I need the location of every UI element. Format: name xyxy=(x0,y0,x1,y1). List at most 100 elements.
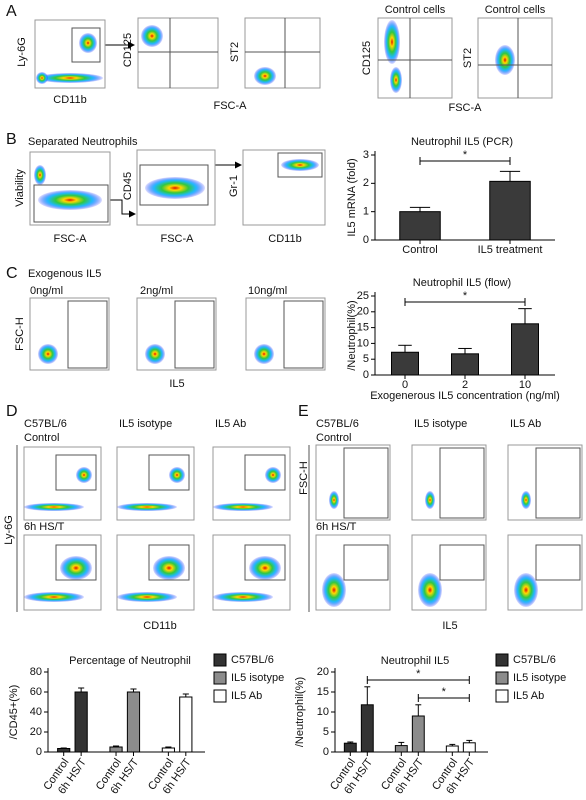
y-axis-label: /Neutrophil(%) xyxy=(346,300,358,370)
gate xyxy=(148,544,190,581)
cell-population xyxy=(384,20,400,64)
y-tick-label: 40 xyxy=(30,706,42,718)
gate xyxy=(71,27,101,63)
bar xyxy=(451,353,479,376)
axis-label: Ly-6G xyxy=(3,515,15,545)
plot-title: 0ng/ml xyxy=(30,285,63,297)
gate xyxy=(55,454,97,491)
cell-population xyxy=(281,159,319,171)
gate xyxy=(244,544,286,581)
flow-plot xyxy=(411,444,487,521)
arrow xyxy=(110,199,136,218)
y-tick-label: 0 xyxy=(363,369,369,381)
cell-population xyxy=(169,467,185,483)
axis-label: FSC-H xyxy=(298,461,310,495)
y-tick-label: 5 xyxy=(363,353,369,365)
y-tick-label: 15 xyxy=(357,322,369,334)
gate xyxy=(439,447,485,519)
x-tick-label: 0 xyxy=(402,379,408,391)
bar xyxy=(109,746,123,753)
flow-plot xyxy=(29,151,111,226)
axis-label: CD11b xyxy=(53,94,86,106)
y-tick-label: 80 xyxy=(30,666,42,678)
axis-label: ST2 xyxy=(229,42,241,62)
legend-label: IL5 Ab xyxy=(513,690,544,702)
cell-population xyxy=(329,491,339,509)
bar xyxy=(126,691,141,753)
y-tick-label: 2 xyxy=(363,177,369,189)
chart-title: Percentage of Neutrophil xyxy=(69,655,191,667)
axis-label: FSC-A xyxy=(161,233,195,245)
plot-title: 6h HS/T xyxy=(24,521,65,533)
axis-label: FSC-A xyxy=(449,102,483,114)
bar xyxy=(343,742,357,753)
bar xyxy=(161,747,175,753)
bar xyxy=(462,742,476,753)
axis-label: IL5 xyxy=(442,620,457,632)
cell-population xyxy=(418,573,442,607)
y-axis-label: /CD45+(%) xyxy=(8,685,20,740)
bar xyxy=(489,180,531,241)
gate xyxy=(244,454,286,491)
gate xyxy=(535,447,581,519)
bar xyxy=(511,323,539,376)
legend-swatch xyxy=(213,671,227,685)
gate xyxy=(535,544,581,581)
cell-population xyxy=(38,344,58,364)
cell-population xyxy=(521,491,531,509)
x-tick-label: 2 xyxy=(462,379,468,391)
axis-label: CD11b xyxy=(268,233,301,245)
panel-label: C xyxy=(6,265,18,282)
chart-title: Neutrophil IL5 (flow) xyxy=(413,277,511,289)
panel-label: E xyxy=(298,403,309,420)
plot-title: Control cells xyxy=(385,4,446,16)
cell-population xyxy=(36,72,48,84)
axis-label: CD125 xyxy=(361,41,373,75)
bar xyxy=(360,704,374,753)
y-tick-label: 1 xyxy=(363,206,369,218)
cell-population xyxy=(141,25,163,47)
y-tick-label: 0 xyxy=(36,746,42,758)
cell-population xyxy=(514,573,538,607)
significance-label: * xyxy=(442,686,447,698)
cell-population xyxy=(24,592,84,602)
axis-label: ST2 xyxy=(462,48,474,68)
legend-swatch xyxy=(213,689,227,703)
axis-label: FSC-A xyxy=(214,100,248,112)
chart-title: Neutrophil IL5 xyxy=(381,655,450,667)
plot-title: IL5 Ab xyxy=(510,418,541,430)
plot-title: IL5 isotype xyxy=(414,418,467,430)
cell-population xyxy=(265,467,281,483)
cell-population xyxy=(34,165,46,185)
legend-label: IL5 Ab xyxy=(231,690,262,702)
significance-label: * xyxy=(463,149,468,161)
cell-population xyxy=(213,592,273,602)
axis-label: CD45 xyxy=(122,172,134,200)
flow-plot xyxy=(507,444,583,521)
cell-population xyxy=(153,556,185,580)
cell-population xyxy=(495,45,515,75)
significance-label: * xyxy=(463,290,468,302)
gate xyxy=(439,544,485,581)
cell-population xyxy=(254,344,274,364)
bar xyxy=(445,745,459,753)
gate xyxy=(33,184,109,223)
axis-label: CD11b xyxy=(143,620,176,632)
y-tick-label: 60 xyxy=(30,686,42,698)
flow-plot xyxy=(315,444,391,521)
gate xyxy=(67,300,108,369)
cell-population xyxy=(249,556,281,580)
plot-title: C57BL/6 xyxy=(24,418,67,430)
legend-swatch xyxy=(495,653,509,667)
legend-label: C57BL/6 xyxy=(513,654,556,666)
legend-swatch xyxy=(213,653,227,667)
bar xyxy=(394,745,408,753)
cell-population xyxy=(38,190,102,210)
cell-population xyxy=(390,67,402,93)
bar xyxy=(411,715,425,753)
flow-plot xyxy=(244,17,321,89)
panel-label: A xyxy=(6,3,17,20)
cell-population xyxy=(145,344,165,364)
axis-label: FSC-H xyxy=(14,317,26,351)
